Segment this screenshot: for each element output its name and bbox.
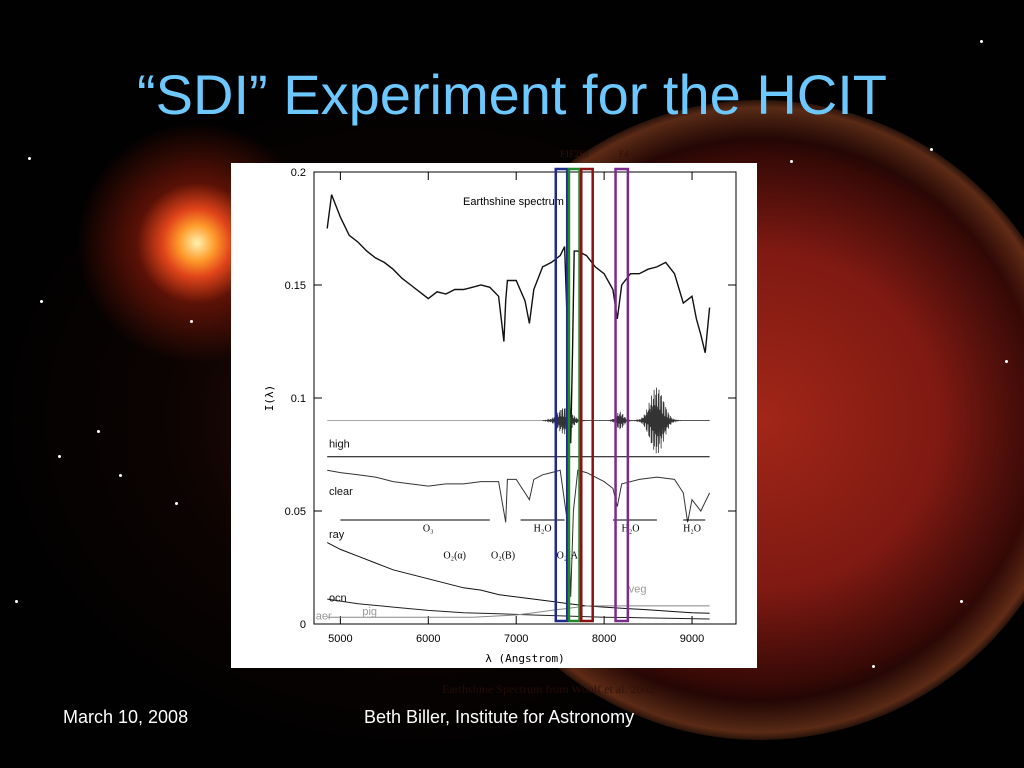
x-tick-label: 5000 <box>328 633 352 645</box>
star <box>40 300 43 303</box>
star <box>1005 360 1008 363</box>
plot-frame <box>313 171 737 625</box>
series-line-veg <box>327 605 710 618</box>
band-label: H₂O <box>534 523 552 534</box>
series-line-ray <box>326 542 710 614</box>
star <box>119 474 122 477</box>
star <box>960 600 963 603</box>
star <box>58 455 61 458</box>
series-line-clear <box>327 469 711 597</box>
spectrum-figure: 0 0.05 0.1 0.15 0.2 5000 6000 7000 8000 9000 λ (An… <box>231 163 757 668</box>
curve-label-aer: aer <box>316 610 332 622</box>
y-tick-label: 0.15 <box>285 280 306 292</box>
band-label: O₂(B) <box>491 550 515 561</box>
band-label: O₂(α) <box>443 550 466 561</box>
y-tick-label: 0.05 <box>285 506 306 518</box>
y-tick-label: 0.1 <box>291 393 306 405</box>
series-line-earthshine-spectrum <box>326 194 711 444</box>
y-tick-label: 0.2 <box>291 167 306 179</box>
earthshine-chart: 0 0.05 0.1 0.15 0.2 5000 6000 7000 8000 9000 λ (An… <box>263 167 737 665</box>
star <box>872 665 875 668</box>
curve-label-clear: clear <box>329 486 353 498</box>
curve-label-ocn: ocn <box>329 592 347 604</box>
curve-label-ray: ray <box>329 529 345 541</box>
curve-label-high: high <box>329 439 350 451</box>
x-tick-label: 6000 <box>416 633 440 645</box>
x-tick-label: 8000 <box>592 633 616 645</box>
band-label: O₂(A) <box>557 550 582 561</box>
star <box>15 600 18 603</box>
band-label: H₂O <box>683 523 701 534</box>
star <box>930 148 933 151</box>
signal-oscillation <box>542 387 710 454</box>
slide-title: “SDI” Experiment for the HCIT <box>137 63 887 126</box>
band-label: H₂O <box>622 523 640 534</box>
x-tick-label: 9000 <box>680 633 704 645</box>
series-line-ocn <box>327 598 710 620</box>
star <box>28 157 31 160</box>
y-tick-label: 0 <box>300 619 306 631</box>
star <box>97 430 100 433</box>
chart-title: Earthshine spectrum <box>463 196 564 208</box>
footer-date: March 10, 2008 <box>63 707 189 727</box>
figure-caption: Earthshine Spectrum from Woolf et al. 20… <box>442 682 655 696</box>
curve-label-pig: pig <box>362 606 377 618</box>
star <box>790 160 793 163</box>
band-label: O₃ <box>423 523 434 534</box>
y-axis-label: I(λ) <box>263 385 276 412</box>
curve-label-veg: veg <box>629 583 647 595</box>
star <box>175 502 178 505</box>
star <box>980 40 983 43</box>
x-tick-label: 7000 <box>504 633 528 645</box>
star <box>190 320 193 323</box>
x-axis-label: λ (Angstrom) <box>485 652 564 665</box>
footer-author: Beth Biller, Institute for Astronomy <box>364 707 635 727</box>
